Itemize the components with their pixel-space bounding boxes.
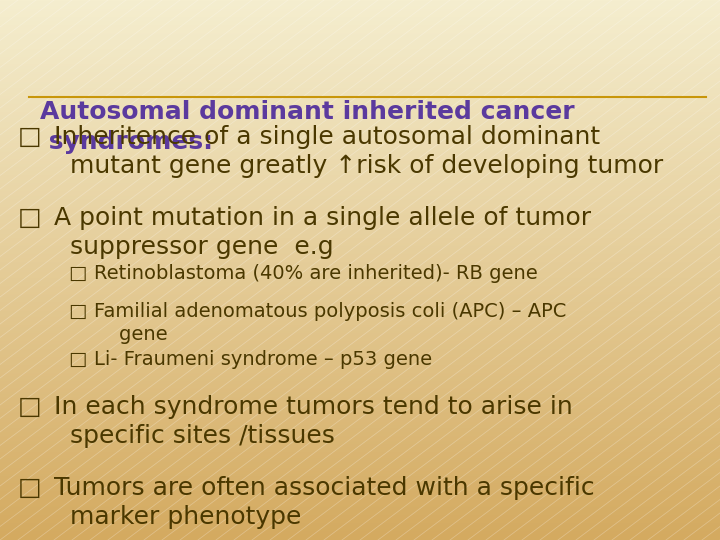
Text: □: □ xyxy=(18,125,42,149)
Text: Autosomal dominant inherited cancer: Autosomal dominant inherited cancer xyxy=(40,100,575,124)
Text: A point mutation in a single allele of tumor
  suppressor gene  e.g: A point mutation in a single allele of t… xyxy=(54,206,591,259)
Text: Tumors are often associated with a specific
  marker phenotype: Tumors are often associated with a speci… xyxy=(54,476,595,529)
Text: □: □ xyxy=(18,395,42,419)
Text: □: □ xyxy=(18,206,42,230)
Text: □: □ xyxy=(68,264,87,282)
Text: Retinoblastoma (40% are inherited)- RB gene: Retinoblastoma (40% are inherited)- RB g… xyxy=(94,264,537,282)
Text: syndromes:: syndromes: xyxy=(40,130,212,153)
Text: In each syndrome tumors tend to arise in
  specific sites /tissues: In each syndrome tumors tend to arise in… xyxy=(54,395,572,448)
Text: □: □ xyxy=(18,476,42,500)
Text: Li- Fraumeni syndrome – p53 gene: Li- Fraumeni syndrome – p53 gene xyxy=(94,350,432,369)
Text: □: □ xyxy=(68,350,87,369)
Text: Inheritence of a single autosomal dominant
  mutant gene greatly ↑risk of develo: Inheritence of a single autosomal domina… xyxy=(54,125,663,178)
Text: Familial adenomatous polyposis coli (APC) – APC
    gene: Familial adenomatous polyposis coli (APC… xyxy=(94,302,566,344)
Text: □: □ xyxy=(68,302,87,321)
